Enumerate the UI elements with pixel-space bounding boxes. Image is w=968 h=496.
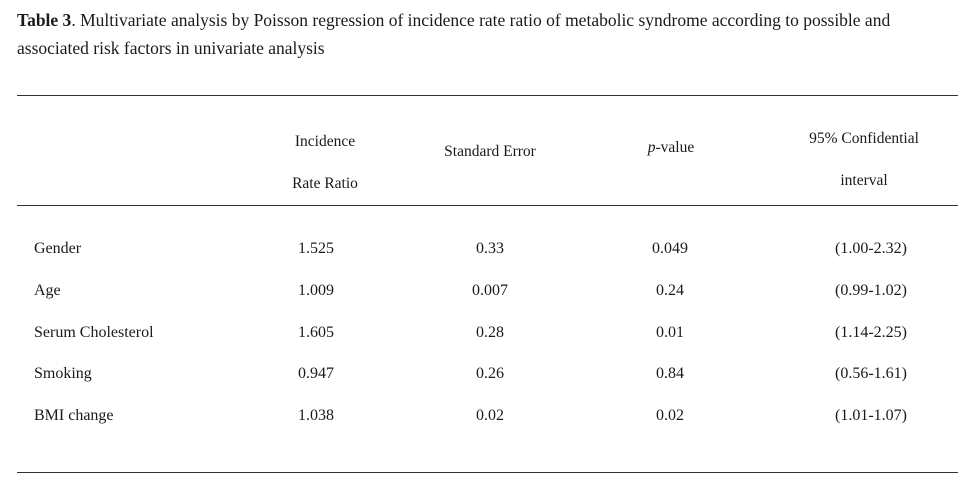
row-p-value: 0.049 xyxy=(652,240,688,257)
caption-text: . Multivariate analysis by Poisson regre… xyxy=(17,10,891,58)
row-factor: Serum Cholesterol xyxy=(34,324,154,341)
row-factor: BMI change xyxy=(34,407,114,424)
header-standard-error: Standard Error xyxy=(444,143,536,160)
row-ci: (1.01-1.07) xyxy=(835,407,907,424)
header-irr-line1: Incidence xyxy=(294,133,356,150)
row-factor: Gender xyxy=(34,240,82,257)
row-factor: Age xyxy=(34,282,61,299)
row-se: 0.28 xyxy=(476,324,504,341)
row-irr: 1.605 xyxy=(298,324,334,341)
row-p-value: 0.84 xyxy=(656,365,684,382)
row-irr: 1.525 xyxy=(298,240,334,257)
header-confidence-interval: 95% Confidential interval xyxy=(809,118,919,202)
row-p-value: 0.24 xyxy=(656,282,684,299)
header-rule xyxy=(17,205,958,206)
row-se: 0.007 xyxy=(472,282,508,299)
row-se: 0.02 xyxy=(476,407,504,424)
table-label: Table 3 xyxy=(17,10,72,30)
header-incidence-rate-ratio: Incidence Rate Ratio xyxy=(292,121,358,205)
header-irr-line2: Rate Ratio xyxy=(292,175,358,192)
header-p-rest: -value xyxy=(655,139,695,156)
table-caption: Table 3. Multivariate analysis by Poisso… xyxy=(17,6,962,62)
row-ci: (1.00-2.32) xyxy=(835,240,907,257)
row-factor: Smoking xyxy=(34,365,92,382)
bottom-rule xyxy=(17,472,958,473)
row-se: 0.26 xyxy=(476,365,504,382)
row-irr: 1.038 xyxy=(298,407,334,424)
header-p-value: p-value xyxy=(648,139,694,157)
row-se: 0.33 xyxy=(476,240,504,257)
row-irr: 0.947 xyxy=(298,365,334,382)
row-ci: (0.99-1.02) xyxy=(835,282,907,299)
header-ci-line1: 95% Confidential xyxy=(809,130,919,147)
header-ci-line2: interval xyxy=(840,172,888,189)
row-p-value: 0.02 xyxy=(656,407,684,424)
row-irr: 1.009 xyxy=(298,282,334,299)
row-ci: (1.14-2.25) xyxy=(835,324,907,341)
row-p-value: 0.01 xyxy=(656,324,684,341)
header-p-italic: p xyxy=(647,139,656,156)
top-rule xyxy=(17,95,958,96)
row-ci: (0.56-1.61) xyxy=(835,365,907,382)
